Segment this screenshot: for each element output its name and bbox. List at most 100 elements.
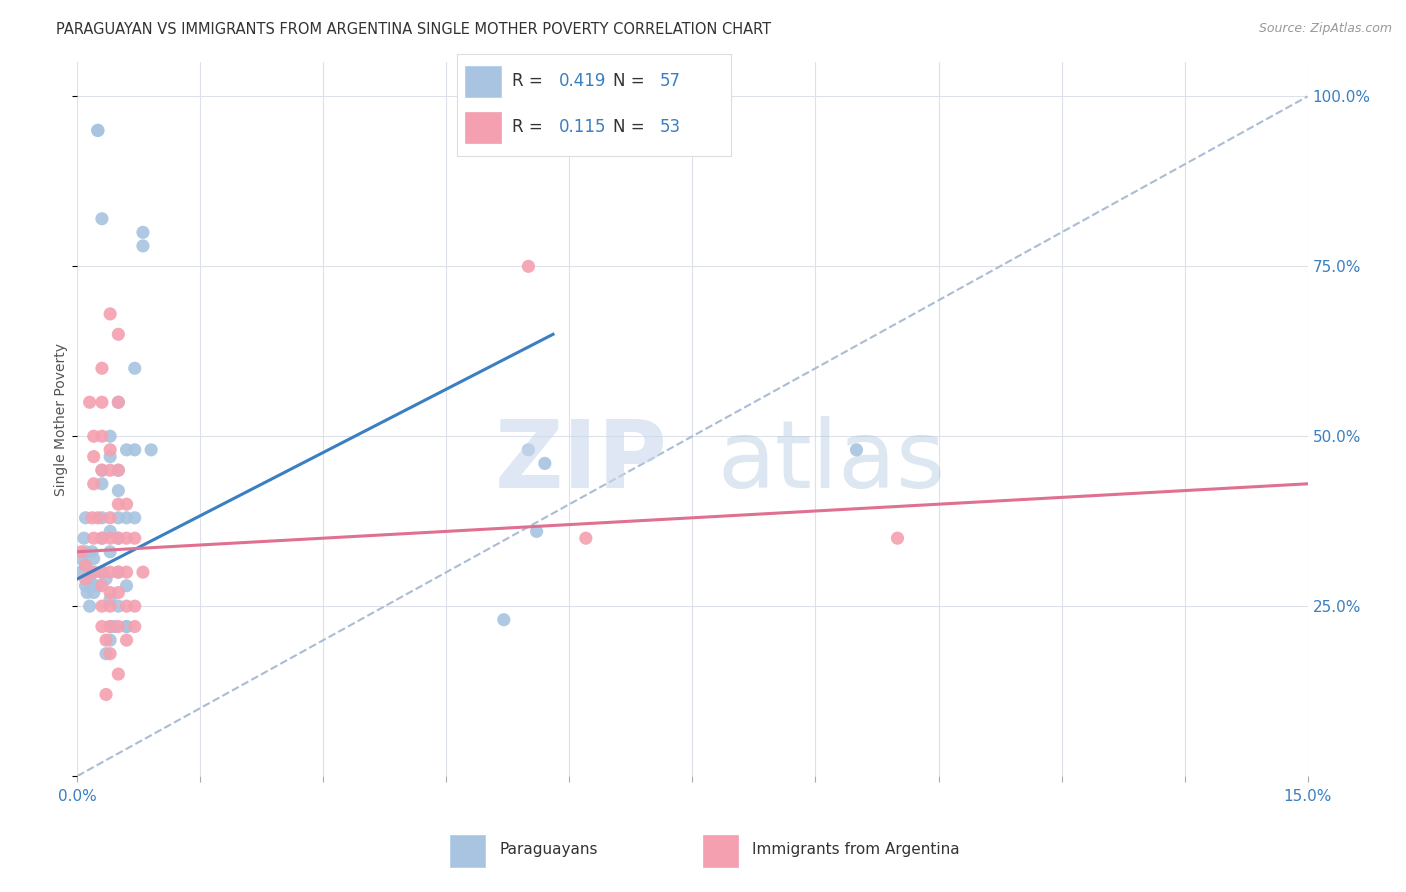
Point <box>107 565 129 579</box>
Point <box>124 619 146 633</box>
Point <box>75 545 97 559</box>
Point <box>83 429 105 443</box>
Point <box>107 531 129 545</box>
Point <box>94 572 117 586</box>
Point <box>103 619 125 633</box>
Point <box>98 585 121 599</box>
Point <box>75 510 97 524</box>
Text: ZIP: ZIP <box>495 416 668 508</box>
Point <box>90 510 114 524</box>
Point <box>94 688 117 702</box>
Point <box>517 260 540 274</box>
Point <box>76 585 98 599</box>
Point <box>107 395 129 409</box>
Point <box>79 599 101 614</box>
Point <box>98 647 121 661</box>
Point <box>90 476 114 491</box>
Point <box>124 599 146 614</box>
Point <box>90 565 114 579</box>
Point <box>79 572 101 586</box>
Point <box>124 442 146 457</box>
Point <box>107 531 129 545</box>
Point <box>107 667 129 681</box>
Point <box>75 572 97 586</box>
Point <box>98 619 121 633</box>
Point <box>70 551 93 566</box>
FancyBboxPatch shape <box>465 112 501 143</box>
Point <box>115 599 138 614</box>
Point <box>83 450 105 464</box>
Point <box>98 531 121 545</box>
Point <box>98 442 121 457</box>
Point <box>107 463 129 477</box>
Point <box>75 558 97 573</box>
Point <box>98 429 121 443</box>
Point <box>90 579 114 593</box>
Point <box>107 565 129 579</box>
Point <box>517 442 540 457</box>
Point <box>124 361 146 376</box>
Point <box>94 633 117 648</box>
Point <box>107 619 129 633</box>
Point <box>98 450 121 464</box>
Point <box>87 579 110 593</box>
Point <box>82 545 104 559</box>
Y-axis label: Single Mother Poverty: Single Mother Poverty <box>55 343 69 496</box>
Point <box>115 510 138 524</box>
Point <box>83 531 105 545</box>
FancyBboxPatch shape <box>465 66 501 96</box>
Point <box>107 483 129 498</box>
Point <box>90 531 114 545</box>
Point <box>90 463 114 477</box>
Text: 57: 57 <box>659 72 681 90</box>
Point <box>115 497 138 511</box>
Point <box>83 565 105 579</box>
Text: R =: R = <box>512 72 548 90</box>
Text: Source: ZipAtlas.com: Source: ZipAtlas.com <box>1258 22 1392 36</box>
Point <box>98 633 121 648</box>
Text: atlas: atlas <box>717 416 945 508</box>
Point <box>70 545 93 559</box>
Point <box>90 619 114 633</box>
Text: Immigrants from Argentina: Immigrants from Argentina <box>752 842 960 857</box>
Point <box>83 579 105 593</box>
Point <box>90 211 114 226</box>
Point <box>98 307 121 321</box>
Point <box>70 565 93 579</box>
Point <box>83 551 105 566</box>
Point <box>98 619 121 633</box>
Point <box>115 633 138 648</box>
Point <box>90 429 114 443</box>
Point <box>83 565 105 579</box>
Point <box>90 565 114 579</box>
Point <box>107 327 129 342</box>
Point <box>534 457 557 471</box>
Point <box>132 239 155 253</box>
Point <box>115 565 138 579</box>
Point <box>115 619 138 633</box>
Point <box>124 510 146 524</box>
Point <box>90 531 114 545</box>
Point <box>107 510 129 524</box>
Point <box>575 531 598 545</box>
Point <box>124 531 146 545</box>
Text: R =: R = <box>512 119 548 136</box>
Point <box>90 395 114 409</box>
Point <box>90 361 114 376</box>
Point <box>94 647 117 661</box>
Point <box>87 123 110 137</box>
Text: N =: N = <box>613 72 650 90</box>
Point <box>98 545 121 559</box>
Point <box>83 476 105 491</box>
Point <box>886 531 908 545</box>
FancyBboxPatch shape <box>703 835 738 867</box>
Text: Paraguayans: Paraguayans <box>499 842 598 857</box>
Point <box>115 531 138 545</box>
Point <box>115 619 138 633</box>
Text: N =: N = <box>613 119 650 136</box>
Point <box>75 579 97 593</box>
Point <box>107 395 129 409</box>
Point <box>98 599 121 614</box>
Point <box>845 442 868 457</box>
Point <box>132 225 155 239</box>
